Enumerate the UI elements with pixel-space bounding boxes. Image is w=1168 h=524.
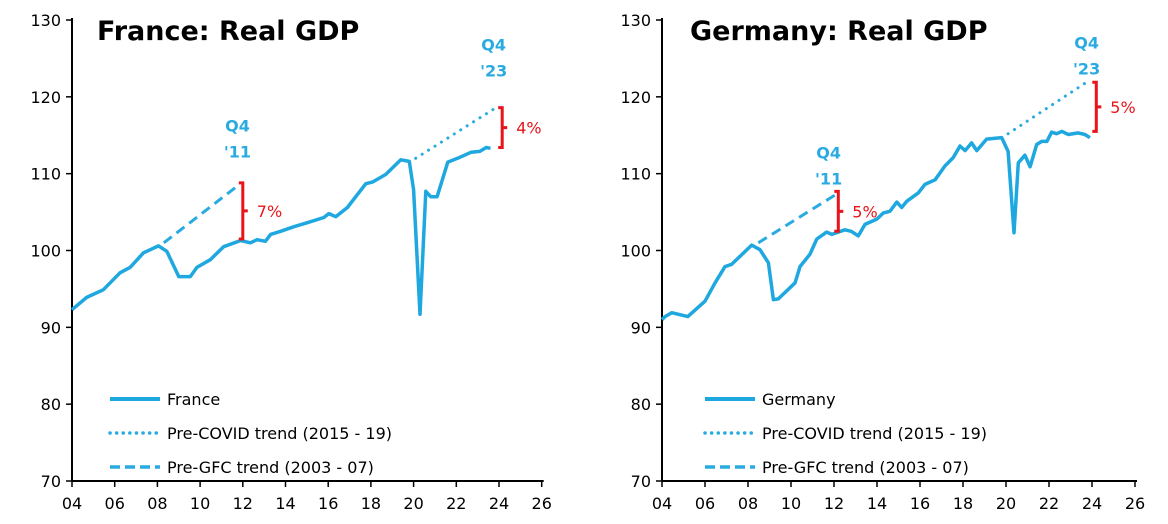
y-tick-label: 100 <box>620 242 651 261</box>
x-tick-label: 08 <box>738 494 758 513</box>
x-tick-label: 06 <box>105 494 125 513</box>
y-tick-label: 70 <box>41 472 61 491</box>
chart-title: Germany: Real GDP <box>690 16 988 47</box>
gap-bracket <box>238 181 248 241</box>
x-tick-label: 12 <box>233 494 253 513</box>
y-tick-label: 110 <box>620 165 651 184</box>
x-tick-label: 22 <box>1039 494 1059 513</box>
period-label: Q4 <box>225 116 250 135</box>
y-tick-label: 120 <box>620 88 651 107</box>
gap-bracket <box>498 106 508 150</box>
legend-label: Pre-COVID trend (2015 - 19) <box>762 424 987 443</box>
period-label: Q4 <box>1074 33 1099 52</box>
y-tick-label: 130 <box>620 11 651 30</box>
period-label: '11 <box>815 169 842 188</box>
x-tick-label: 14 <box>275 494 295 513</box>
period-label: '23 <box>480 62 507 81</box>
y-tick-label: 70 <box>631 472 651 491</box>
chart-panel-1: 70 80 90 100 110 120 130 04 06 08 10 12 14 16 18 20 22 24… <box>30 11 551 513</box>
x-tick-label: 10 <box>190 494 210 513</box>
gap-bracket <box>834 189 844 233</box>
x-tick-label: 16 <box>910 494 930 513</box>
x-tick-label: 12 <box>824 494 844 513</box>
x-tick-label: 16 <box>318 494 338 513</box>
x-tick-label: 20 <box>996 494 1016 513</box>
period-label: Q4 <box>816 143 841 162</box>
y-tick-label: 80 <box>41 395 61 414</box>
gap-percent-label: 5% <box>852 202 877 221</box>
x-tick-label: 18 <box>361 494 381 513</box>
x-tick-label: 26 <box>532 494 552 513</box>
x-tick-label: 10 <box>781 494 801 513</box>
x-tick-label: 18 <box>953 494 973 513</box>
legend-label: Pre-GFC trend (2003 - 07) <box>762 458 969 477</box>
y-tick-label: 100 <box>30 242 61 261</box>
period-label: '23 <box>1073 59 1100 78</box>
gap-bracket <box>1092 80 1102 133</box>
legend-label: Pre-COVID trend (2015 - 19) <box>167 424 392 443</box>
chart-panel-2: 70 80 90 100 110 120 130 04 06 08 10 12 14 16 18 20 22 24… <box>620 11 1145 513</box>
period-label: Q4 <box>481 36 506 55</box>
legend-label: Germany <box>762 390 836 409</box>
y-tick-label: 110 <box>30 165 61 184</box>
x-tick-label: 24 <box>489 494 509 513</box>
legend-label: Pre-GFC trend (2003 - 07) <box>167 458 374 477</box>
x-tick-label: 24 <box>1082 494 1102 513</box>
series-line-dotted <box>1006 80 1089 136</box>
y-tick-label: 90 <box>631 318 651 337</box>
x-tick-label: 04 <box>652 494 672 513</box>
x-tick-label: 20 <box>403 494 423 513</box>
period-label: '11 <box>224 142 251 161</box>
legend-label: France <box>167 390 220 409</box>
x-tick-label: 22 <box>446 494 466 513</box>
x-tick-label: 06 <box>695 494 715 513</box>
x-tick-label: 04 <box>62 494 82 513</box>
y-tick-label: 120 <box>30 88 61 107</box>
series-line-dotted <box>414 107 496 160</box>
chart-title: France: Real GDP <box>97 16 359 47</box>
gap-percent-label: 7% <box>257 202 282 221</box>
series-line-solid <box>660 129 1091 321</box>
gap-percent-label: 5% <box>1110 98 1135 117</box>
series-line-solid <box>70 145 491 317</box>
x-tick-label: 08 <box>147 494 167 513</box>
y-tick-label: 80 <box>631 395 651 414</box>
y-tick-label: 90 <box>41 318 61 337</box>
series-line-dashed <box>162 184 240 244</box>
gap-percent-label: 4% <box>516 119 541 138</box>
y-tick-label: 130 <box>30 11 61 30</box>
x-tick-label: 26 <box>1125 494 1145 513</box>
x-tick-label: 14 <box>867 494 887 513</box>
